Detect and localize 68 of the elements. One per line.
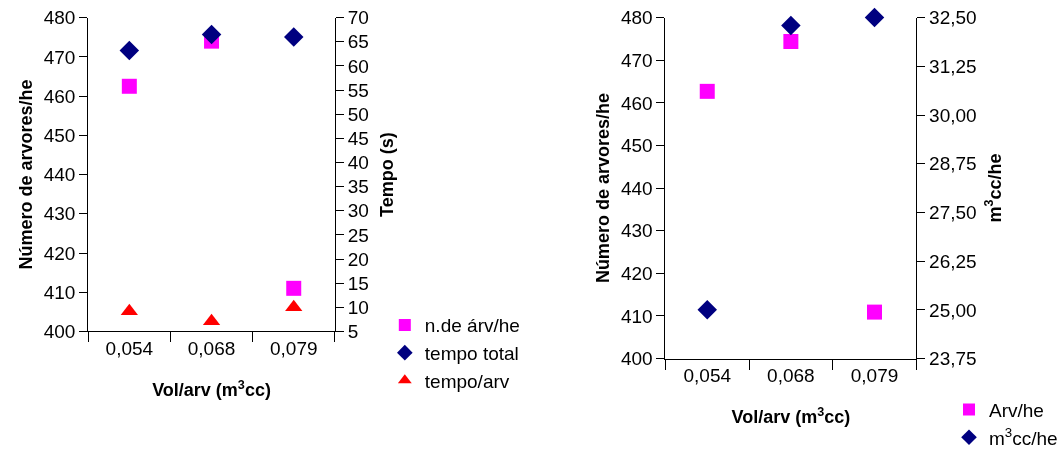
y-tick-label: 420 — [43, 242, 76, 264]
y2-tick-label: 30,00 — [929, 104, 977, 126]
y-tick-label: 430 — [43, 203, 76, 225]
y2-tick-label: 32,50 — [929, 7, 977, 29]
y-axis-title: Número de arvores/he — [15, 79, 36, 270]
y-tick-label: 430 — [620, 220, 653, 242]
y-tick-label: 410 — [620, 305, 653, 327]
y2-tick-label: 10 — [347, 296, 369, 318]
point — [783, 33, 799, 49]
y-tick-label: 410 — [43, 281, 76, 303]
y-tick-label: 440 — [43, 164, 76, 186]
x-tick-label: 0,054 — [105, 338, 154, 360]
x-tick-label: 0,068 — [187, 338, 236, 360]
y2-tick-label: 70 — [347, 7, 369, 29]
x-axis-title: Vol/arv (m$^{3}$cc) — [731, 404, 851, 428]
y2-tick-label: 65 — [347, 31, 369, 53]
y-tick-label: 470 — [43, 46, 76, 68]
legend-label: tempo/arv — [424, 370, 510, 392]
point — [121, 78, 137, 94]
y2-tick-label: 60 — [347, 55, 369, 77]
y-tick-label: 470 — [620, 49, 653, 71]
y2-tick-label: 31,25 — [929, 55, 977, 77]
y-tick-label: 480 — [620, 7, 653, 29]
y2-tick-label: 40 — [347, 152, 369, 174]
y-tick-label: 450 — [43, 124, 76, 146]
y2-tick-label: 30 — [347, 200, 369, 222]
y2-axis-title: Tempo (s) — [376, 132, 397, 217]
point — [699, 83, 715, 99]
point — [201, 24, 222, 45]
y2-tick-label: 55 — [347, 79, 369, 101]
point — [285, 299, 303, 312]
y2-tick-label: 26,25 — [929, 250, 977, 272]
y-tick-label: 480 — [43, 7, 76, 29]
y2-tick-label: 25,00 — [929, 299, 977, 321]
point — [867, 304, 882, 320]
y-tick-label: 460 — [43, 85, 76, 107]
y2-tick-label: 23,75 — [929, 348, 977, 370]
point — [781, 15, 801, 36]
y2-tick-label: 45 — [347, 127, 369, 149]
y2-tick-label: 25 — [347, 224, 369, 246]
y2-tick-label: 50 — [347, 103, 369, 125]
y2-tick-label: 35 — [347, 176, 369, 198]
y-tick-label: 400 — [43, 321, 76, 343]
y2-tick-label: 20 — [347, 248, 369, 270]
x-axis-title: Vol/arv (m$^{3}$cc) — [152, 377, 271, 401]
x-tick-label: 0,054 — [683, 365, 732, 387]
x-tick-label: 0,068 — [767, 365, 815, 387]
y2-tick-label: 27,50 — [929, 202, 977, 224]
y2-tick-label: 5 — [347, 321, 359, 343]
y-tick-label: 400 — [620, 348, 653, 370]
x-tick-label: 0,079 — [269, 338, 318, 360]
x-tick-label: 0,079 — [850, 365, 899, 387]
y-axis-title: Número de arvores/he — [593, 93, 614, 284]
y2-tick-label: 15 — [347, 272, 369, 294]
point — [286, 280, 302, 296]
y-tick-label: 440 — [620, 177, 653, 199]
point — [283, 27, 304, 47]
point — [119, 40, 140, 61]
y2-tick-label: 28,75 — [929, 153, 977, 175]
y-tick-label: 420 — [620, 262, 653, 284]
point — [697, 300, 717, 320]
y-tick-label: 460 — [620, 92, 653, 114]
point — [864, 7, 885, 28]
legend-label: tempo total — [424, 343, 519, 365]
y-tick-label: 450 — [620, 135, 653, 157]
legend-label: m$^{3}$cc/he — [989, 424, 1058, 449]
legend-label: Arv/he — [989, 399, 1044, 421]
legend-label: n.de árv/he — [424, 315, 520, 337]
